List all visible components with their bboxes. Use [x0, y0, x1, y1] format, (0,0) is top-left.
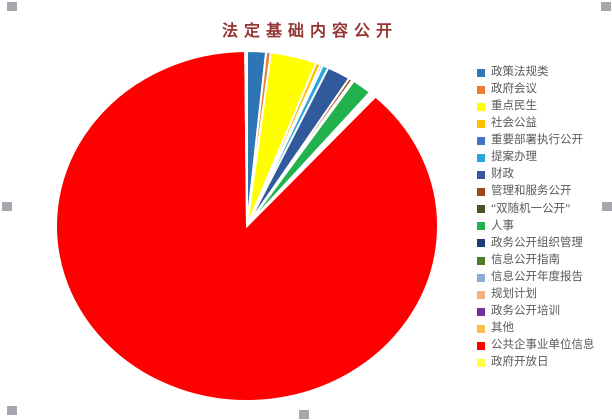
legend-item-label: 规划计划 [491, 288, 537, 301]
legend-item[interactable]: 提案办理 [477, 149, 595, 166]
legend-item[interactable]: 政府开放日 [477, 355, 595, 372]
selection-handle-middle-left[interactable] [2, 202, 12, 211]
legend-item[interactable]: 规划计划 [477, 286, 595, 303]
legend-swatch-icon [477, 154, 485, 163]
legend-item-label: 财政 [491, 168, 514, 181]
legend-item-label: 政务公开培训 [491, 305, 560, 318]
legend-item[interactable]: 社会公益 [477, 115, 595, 132]
legend-item-label: 其他 [491, 322, 514, 335]
legend-swatch-icon [477, 359, 485, 368]
legend-swatch-icon [477, 205, 485, 214]
legend-swatch-icon [477, 256, 485, 265]
legend-swatch-icon [477, 239, 485, 248]
pie-slice-17[interactable] [244, 49, 248, 227]
legend-item[interactable]: 公共企事业单位信息 [477, 338, 595, 355]
legend-item-label: 公共企事业单位信息 [491, 339, 595, 352]
legend-item[interactable]: 信息公开指南 [477, 252, 595, 269]
legend-item-label: 重点民生 [491, 99, 537, 112]
legend-item[interactable]: 重点民生 [477, 98, 595, 115]
legend-item-label: 政府开放日 [491, 356, 549, 369]
legend-swatch-icon [477, 290, 485, 299]
legend-item-label: 信息公开年度报告 [491, 270, 583, 283]
legend-item-label: 社会公益 [491, 117, 537, 130]
legend-item-label: 政策法规类 [491, 65, 549, 78]
legend-item-label: 信息公开指南 [491, 253, 560, 266]
legend-swatch-icon [477, 342, 485, 351]
selection-handle-middle-right[interactable] [602, 202, 612, 211]
legend-swatch-icon [477, 188, 485, 197]
legend-swatch-icon [477, 136, 485, 145]
legend-item[interactable]: 政府会议 [477, 81, 595, 98]
legend-item-label: 人事 [491, 219, 514, 232]
legend-item[interactable]: 政务公开培训 [477, 303, 595, 320]
selection-handle-bottom-left[interactable] [7, 406, 17, 415]
legend-item[interactable]: 政策法规类 [477, 64, 595, 81]
legend: 政策法规类政府会议重点民生社会公益重要部署执行公开 提案办理财政管理和服务公开 “双… [477, 64, 595, 372]
selection-handle-top-right[interactable] [601, 2, 611, 11]
legend-item-label: 政府会议 [491, 82, 537, 95]
chart-title[interactable]: 法定基础内容公开 [221, 23, 398, 40]
legend-swatch-icon [477, 85, 485, 94]
legend-swatch-icon [477, 102, 485, 111]
legend-swatch-icon [477, 273, 485, 282]
legend-item[interactable]: 信息公开年度报告 [477, 269, 595, 286]
legend-swatch-icon [477, 68, 485, 77]
legend-item[interactable]: 政务公开组织管理 [477, 235, 595, 252]
legend-item-label: 重要部署执行公开 [491, 134, 583, 147]
legend-swatch-icon [477, 119, 485, 128]
legend-swatch-icon [477, 171, 485, 180]
legend-item[interactable]: 重要部署执行公开 [477, 132, 595, 149]
legend-item-label: 管理和服务公开 [491, 185, 572, 198]
selection-handle-bottom-middle[interactable] [299, 410, 309, 419]
legend-swatch-icon [477, 307, 485, 316]
legend-item[interactable]: 财政 [477, 167, 595, 184]
legend-item[interactable]: “双随机一公开” [477, 201, 595, 218]
legend-item[interactable]: 人事 [477, 218, 595, 235]
legend-item[interactable]: 其他 [477, 320, 595, 337]
legend-swatch-icon [477, 324, 485, 333]
legend-swatch-icon [477, 222, 485, 231]
legend-item-label: “双随机一公开” [491, 202, 571, 215]
legend-item[interactable]: 管理和服务公开 [477, 184, 595, 201]
pie-slice-16[interactable] [55, 49, 440, 403]
selection-handle-top-left[interactable] [7, 2, 17, 11]
legend-item-label: 政务公开组织管理 [491, 236, 583, 249]
legend-item-label: 提案办理 [491, 151, 537, 164]
